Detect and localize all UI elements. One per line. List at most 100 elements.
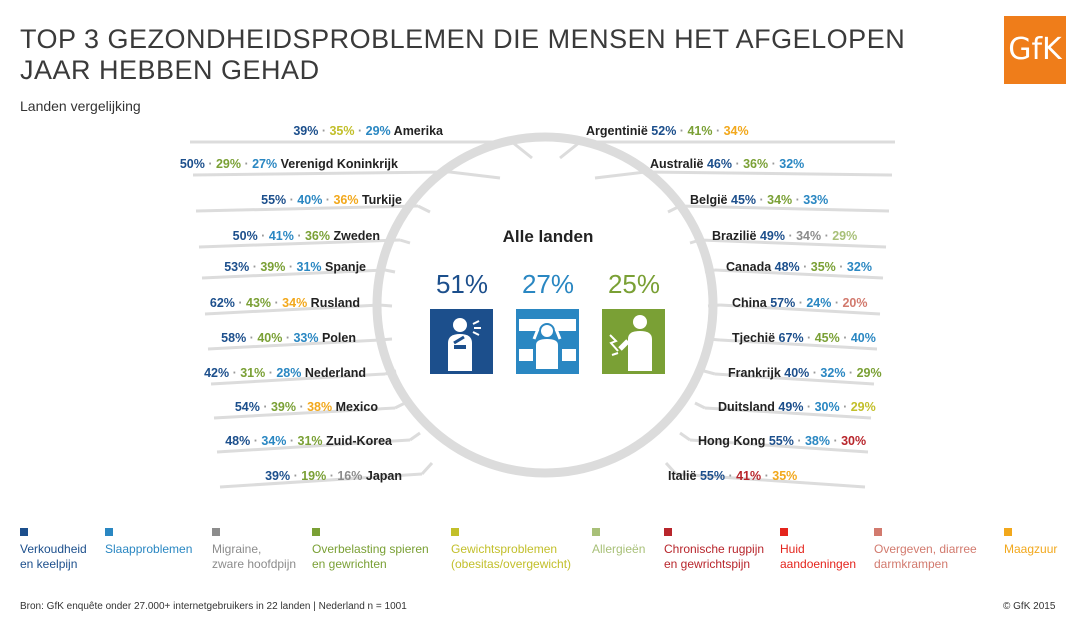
value-verkoudheid: 62% xyxy=(210,296,235,310)
value-overbelasting: 40% xyxy=(257,331,282,345)
value-slaap: 32% xyxy=(779,157,804,171)
connector-line xyxy=(664,461,678,476)
country-row-rusland: 62% · 43% · 34% Rusland xyxy=(210,296,360,310)
center-circle xyxy=(372,132,718,478)
legend-item-migraine: Migraine, zware hoofdpijn xyxy=(212,528,296,572)
value-verkoudheid: 54% xyxy=(235,400,260,414)
value-verkoudheid: 40% xyxy=(784,366,809,380)
connector-line xyxy=(704,406,872,420)
value-migraine: 34% xyxy=(796,229,821,243)
legend-label: Chronische rugpijn xyxy=(664,542,765,556)
value-overbelasting: 41% xyxy=(687,124,712,138)
legend-item-verkoudheid: Verkoudheid en keelpijn xyxy=(20,528,87,572)
legend-item-huid: Huid aandoeningen xyxy=(780,528,856,572)
connector-line xyxy=(689,438,869,454)
value-verkoudheid: 45% xyxy=(731,193,756,207)
value-verkoudheid: 46% xyxy=(707,157,732,171)
legend-label: Gewichtsproblemen xyxy=(451,542,558,556)
connector-line xyxy=(210,372,386,386)
connector-line xyxy=(198,238,401,249)
country-row-hong-kong: Hong Kong 55% · 38% · 30% xyxy=(698,434,866,448)
connector-line xyxy=(594,170,646,180)
value-verkoudheid: 50% xyxy=(180,157,205,171)
center-title: Alle landen xyxy=(503,227,594,246)
value-overbelasting: 29% xyxy=(216,157,241,171)
legend-label: darmkrampen xyxy=(874,557,949,571)
source-note: Bron: GfK enquête onder 27.000+ internet… xyxy=(20,601,407,612)
connector-line xyxy=(694,401,706,410)
connector-line xyxy=(219,472,423,489)
legend-label: aandoeningen xyxy=(780,557,857,571)
gfk-logo: GfK xyxy=(1004,16,1066,84)
country-row-canada: Canada 48% · 35% · 32% xyxy=(726,260,872,274)
connector-line xyxy=(559,140,581,160)
connector-line xyxy=(379,337,393,342)
country-label: Brazilië xyxy=(712,229,760,243)
country-row-brazili-: Brazilië 49% · 34% · 29% xyxy=(712,229,857,243)
country-label: China xyxy=(732,296,770,310)
value-slaap: 40% xyxy=(297,193,322,207)
country-label: Argentinië xyxy=(586,124,651,138)
connector-line xyxy=(719,338,878,351)
value-maagzuur: 38% xyxy=(307,400,332,414)
value-verkoudheid: 49% xyxy=(760,229,785,243)
value-verkoudheid: 42% xyxy=(204,366,229,380)
page-subtitle: Landen vergelijking xyxy=(20,98,141,114)
value-verkoudheid: 48% xyxy=(775,260,800,274)
page-title: TOP 3 GEZONDHEIDSPROBLEMEN DIE MENSEN HE… xyxy=(20,24,906,85)
connector-line xyxy=(201,268,386,280)
value-verkoudheid: 53% xyxy=(224,260,249,274)
country-row-spanje: 53% · 39% · 31% Spanje xyxy=(224,260,366,274)
value-rugpijn: 41% xyxy=(736,469,761,483)
connector-line xyxy=(679,204,890,213)
country-row-zuid-korea: 48% · 34% · 31% Zuid-Korea xyxy=(225,434,393,448)
value-verkoudheid: 49% xyxy=(778,400,803,414)
country-label: Turkije xyxy=(358,193,402,207)
connector-line xyxy=(384,369,397,376)
country-label: Nederland xyxy=(301,366,366,380)
country-label: Verenigd Koninkrijk xyxy=(277,157,398,171)
connector-line xyxy=(449,170,501,180)
value-overbelasting: 43% xyxy=(246,296,271,310)
connector-line xyxy=(399,238,411,245)
legend-item-slaap: Slaapproblemen xyxy=(105,528,192,557)
value-overbelasting: 29% xyxy=(857,366,882,380)
value-slaap: 29% xyxy=(366,124,391,138)
connector-line xyxy=(384,268,396,274)
value-verkoudheid: 58% xyxy=(221,331,246,345)
connector-line xyxy=(420,461,434,476)
country-row-argentini-: Argentinië 52% · 41% · 34% xyxy=(586,124,749,138)
country-label: Zweden xyxy=(330,229,380,243)
country-label: Spanje xyxy=(322,260,367,274)
value-verkoudheid: 55% xyxy=(700,469,725,483)
country-label: Duitsland xyxy=(718,400,778,414)
country-label: Tjechië xyxy=(732,331,779,345)
connector-line xyxy=(394,401,406,410)
value-overbelasting: 31% xyxy=(240,366,265,380)
legend-swatch xyxy=(1004,528,1012,536)
connector-line xyxy=(417,204,431,214)
country-label: Japan xyxy=(362,469,402,483)
value-migraine: 16% xyxy=(337,469,362,483)
connector-line xyxy=(679,431,691,442)
value-slaap: 38% xyxy=(805,434,830,448)
value-overbelasting: 36% xyxy=(743,157,768,171)
value-slaap: 31% xyxy=(297,260,322,274)
legend-item-allergie: Allergieën xyxy=(592,528,645,557)
country-label: Mexico xyxy=(332,400,378,414)
value-verkoudheid: 55% xyxy=(261,193,286,207)
connector-line xyxy=(714,372,875,386)
value-overbelasting: 39% xyxy=(271,400,296,414)
country-row-china: China 57% · 24% · 20% xyxy=(732,296,868,310)
legend-swatch xyxy=(592,528,600,536)
value-slaap: 27% xyxy=(252,157,277,171)
legend-item-rugpijn: Chronische rugpijn en gewrichtspijn xyxy=(664,528,764,572)
value-overbelasting: 36% xyxy=(305,229,330,243)
country-row-polen: 58% · 40% · 33% Polen xyxy=(221,331,356,345)
legend-item-gewicht: Gewichtsproblemen (obesitas/overgewicht) xyxy=(451,528,571,572)
legend-item-overgeven: Overgeven, diarree darmkrampen xyxy=(874,528,977,572)
connector-line xyxy=(195,204,419,213)
country-label: Canada xyxy=(726,260,775,274)
connector-line xyxy=(204,303,381,316)
connector-line xyxy=(704,268,716,274)
